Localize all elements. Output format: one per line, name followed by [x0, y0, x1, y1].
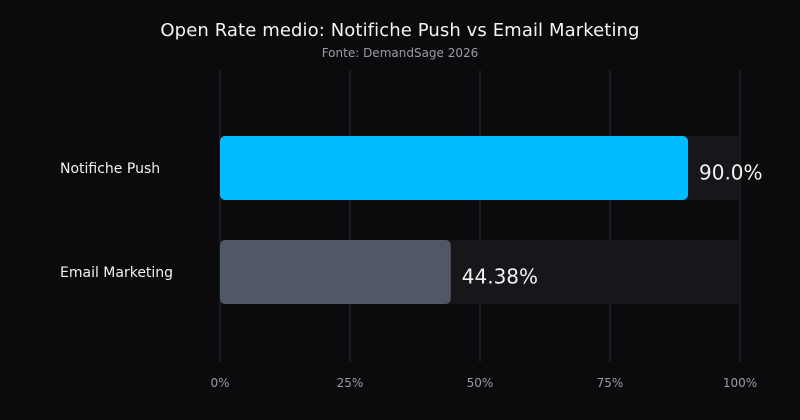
value-label-0: 90.0%	[699, 161, 763, 185]
bar-1	[220, 240, 451, 304]
x-tick-label-1: 25%	[337, 376, 364, 390]
category-label-1: Email Marketing	[60, 265, 173, 281]
x-tick-label-3: 75%	[597, 376, 624, 390]
chart-subtitle: Fonte: DemandSage 2026	[321, 46, 479, 60]
x-tick-label-2: 50%	[467, 376, 494, 390]
chart-title: Open Rate medio: Notifiche Push vs Email…	[160, 20, 640, 41]
x-tick-label-4: 100%	[723, 376, 757, 390]
bar-0	[220, 136, 688, 200]
x-tick-label-0: 0%	[210, 376, 229, 390]
value-label-1: 44.38%	[462, 265, 538, 289]
category-label-0: Notifiche Push	[60, 161, 160, 177]
